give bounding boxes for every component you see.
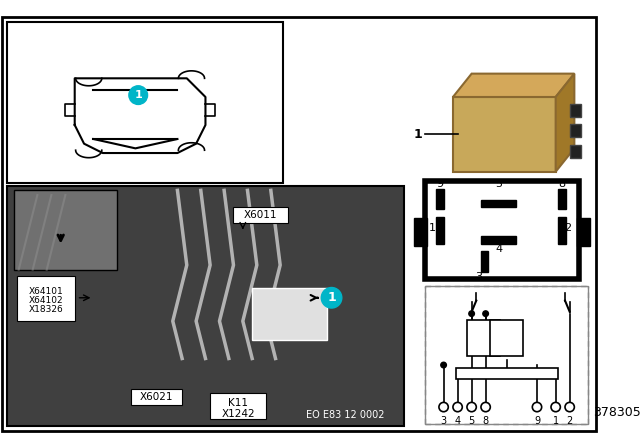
Bar	[234, 207, 287, 223]
Polygon shape	[453, 73, 574, 97]
Text: X6011: X6011	[244, 210, 277, 220]
Bar	[131, 389, 182, 405]
Bar	[436, 189, 444, 209]
Circle shape	[439, 402, 448, 412]
Bar	[210, 393, 266, 419]
Text: 1: 1	[327, 291, 336, 304]
Text: 5: 5	[495, 178, 502, 189]
Text: 2: 2	[564, 223, 572, 233]
Bar	[17, 276, 75, 321]
Text: EO E83 12 0002: EO E83 12 0002	[307, 410, 385, 420]
Bar	[436, 217, 444, 244]
Bar	[577, 218, 590, 246]
Circle shape	[565, 402, 574, 412]
Text: 3: 3	[440, 416, 447, 426]
Bar	[252, 289, 327, 340]
Bar	[559, 217, 566, 244]
Text: 8: 8	[483, 416, 489, 426]
Circle shape	[469, 311, 474, 316]
Text: 9: 9	[534, 416, 540, 426]
Text: 8: 8	[559, 178, 566, 189]
Circle shape	[453, 402, 462, 412]
Bar	[570, 145, 581, 158]
Text: 3: 3	[476, 271, 483, 282]
Bar	[456, 368, 557, 379]
Text: X1242: X1242	[221, 409, 255, 418]
Text: 1: 1	[552, 416, 559, 426]
Bar	[467, 320, 500, 356]
Text: X18326: X18326	[28, 306, 63, 314]
Bar	[570, 124, 581, 137]
Bar	[453, 97, 556, 172]
Text: X64102: X64102	[28, 296, 63, 305]
Text: 4: 4	[495, 244, 502, 254]
Bar	[8, 22, 283, 183]
Bar	[481, 236, 516, 244]
Bar	[481, 251, 488, 271]
Bar	[570, 103, 581, 116]
Circle shape	[441, 362, 447, 368]
Bar	[559, 189, 566, 209]
Text: 2: 2	[566, 416, 573, 426]
Bar	[425, 181, 579, 279]
Circle shape	[467, 402, 476, 412]
Text: 5: 5	[468, 416, 475, 426]
Circle shape	[551, 402, 561, 412]
Polygon shape	[556, 73, 574, 172]
Circle shape	[129, 86, 148, 104]
Text: X64101: X64101	[28, 287, 63, 296]
Text: 1: 1	[134, 90, 142, 100]
Text: 378305: 378305	[593, 406, 640, 419]
Bar	[490, 320, 523, 356]
Text: X6021: X6021	[140, 392, 173, 402]
Circle shape	[483, 311, 488, 316]
Bar	[425, 286, 588, 424]
Text: 4: 4	[454, 416, 461, 426]
Circle shape	[532, 402, 541, 412]
Bar	[14, 190, 116, 270]
Circle shape	[321, 288, 342, 308]
Text: K11: K11	[228, 398, 248, 408]
Bar	[481, 200, 516, 207]
Bar	[8, 186, 404, 426]
Text: 9: 9	[436, 178, 444, 189]
Circle shape	[481, 402, 490, 412]
Text: 1: 1	[413, 128, 422, 141]
Bar	[413, 218, 427, 246]
Text: 1: 1	[429, 223, 436, 233]
